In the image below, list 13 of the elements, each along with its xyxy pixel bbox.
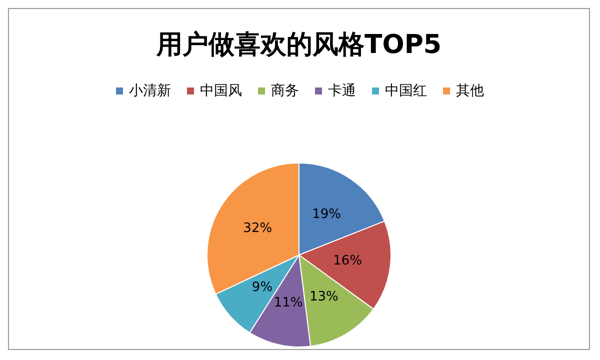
- data-label: 11%: [274, 295, 303, 310]
- data-label: 16%: [333, 254, 362, 269]
- legend-label: 中国红: [385, 83, 427, 99]
- legend-label: 其他: [456, 83, 484, 99]
- data-label: 19%: [312, 206, 341, 222]
- legend-label: 小清新: [129, 83, 171, 99]
- legend-label: 卡通: [328, 83, 356, 99]
- data-label: 13%: [309, 290, 338, 305]
- legend-label: 中国风: [200, 83, 242, 99]
- data-label: 32%: [243, 221, 272, 236]
- chart-title: 用户做喜欢的风格TOP5: [156, 30, 442, 60]
- data-label: 9%: [252, 280, 273, 295]
- legend-label: 商务: [271, 83, 299, 99]
